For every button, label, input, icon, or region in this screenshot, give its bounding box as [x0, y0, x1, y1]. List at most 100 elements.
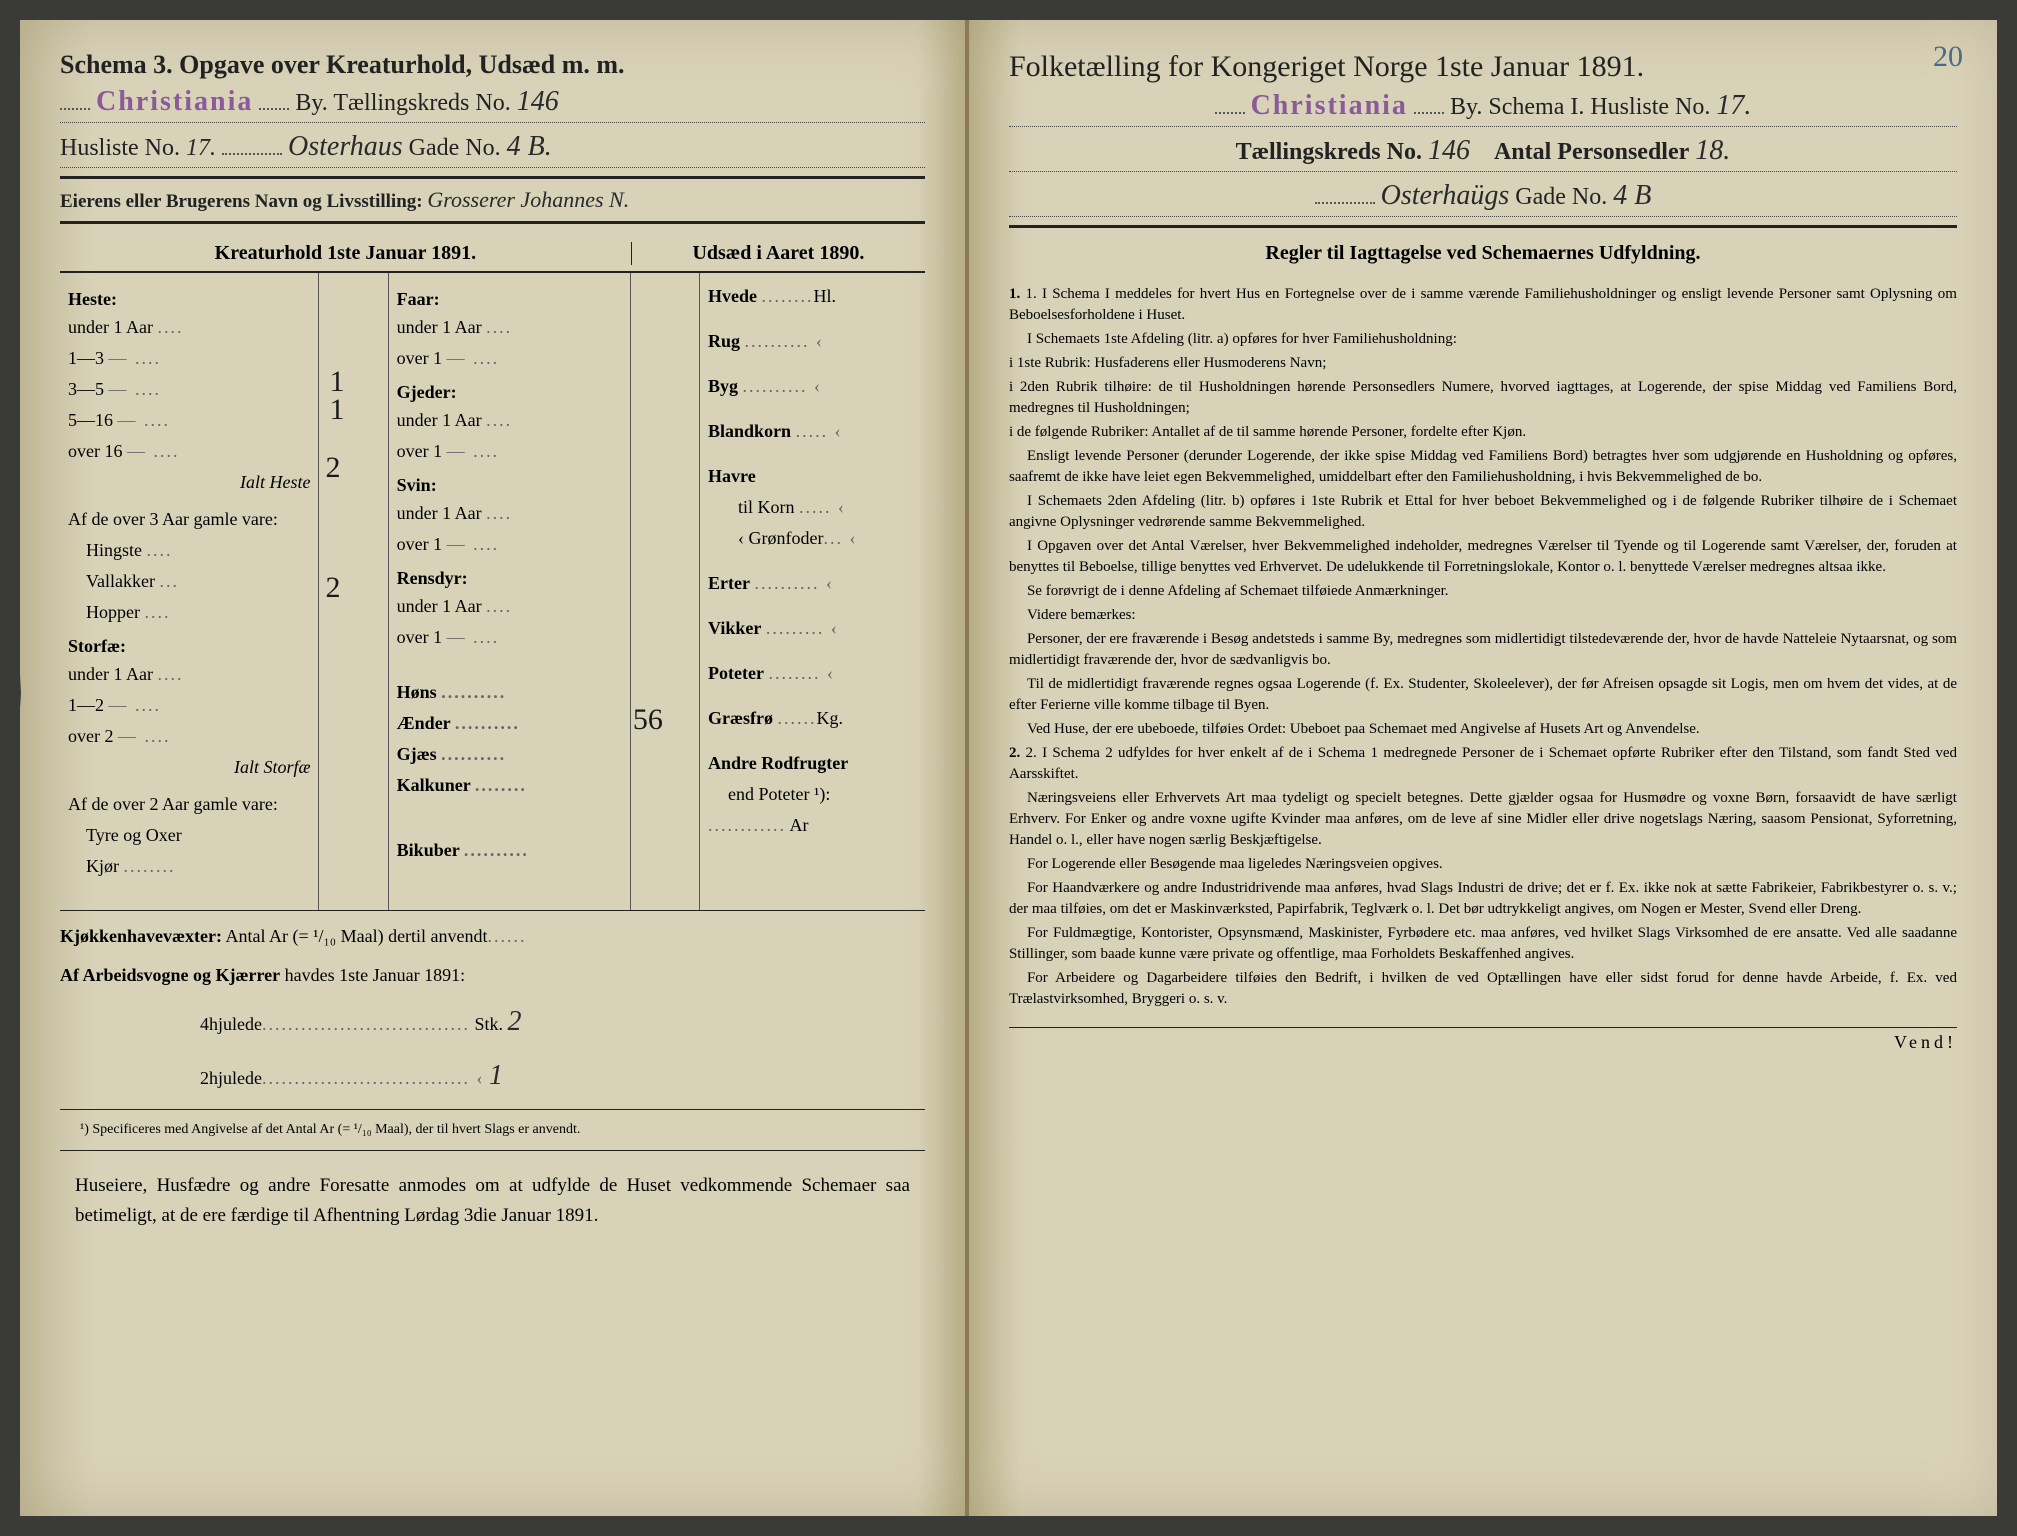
rule-para: 2. 2. I Schema 2 udfyldes for hver enkel…	[1009, 743, 1957, 785]
proclamation: Huseiere, Husfædre og andre Foresatte an…	[75, 1171, 910, 1232]
rule-para: i 2den Rubrik tilhøire: de til Husholdni…	[1009, 377, 1957, 419]
gade-label-r: Gade No.	[1515, 184, 1607, 210]
city-line: Christiania By. Tællingskreds No. 146	[60, 86, 925, 123]
col-other-animals: Faar: under 1 Aar .... over 1 — .... Gje…	[389, 273, 631, 910]
corner-number: 20	[1933, 40, 1963, 74]
rule-para: 1. 1. I Schema I meddeles for hvert Hus …	[1009, 284, 1957, 326]
rule-para: Næringsveiens eller Erhvervets Art maa t…	[1009, 788, 1957, 851]
storfae-row: under 1 Aar ....	[68, 661, 310, 688]
faar-title: Faar:	[397, 289, 622, 310]
livestock-table: Heste: under 1 Aar .... 1—3 — .... 3—5 —…	[60, 271, 925, 911]
census-title: Folketælling for Kongeriget Norge 1ste J…	[1009, 50, 1957, 84]
rule-para: Til de midlertidigt fraværende regnes og…	[1009, 674, 1957, 716]
storfae-row: 1—2 — ....	[68, 692, 310, 719]
heste-title: Heste:	[68, 289, 310, 310]
gjeder-title: Gjeder:	[397, 382, 622, 403]
rules-body: 1. 1. I Schema I meddeles for hvert Hus …	[1009, 281, 1957, 1013]
rule-para: I Schemaets 1ste Afdeling (litr. a) opfø…	[1009, 329, 1957, 350]
heste-row: under 1 Aar ....	[68, 314, 310, 341]
rule-para: For Haandværkere og andre Industridriven…	[1009, 878, 1957, 920]
torn-edge	[5, 20, 25, 1516]
kreds-no: 146	[517, 86, 559, 117]
vend: Vend!	[1009, 1027, 1957, 1053]
husliste-label: Husliste No.	[60, 135, 180, 161]
twowheel-line: 2hjulede................................…	[200, 1055, 925, 1097]
col-heste-values: 1 1 2 2	[319, 273, 388, 910]
owner-value: Grosserer Johannes N.	[427, 187, 629, 212]
rule-para: Videre bemærkes:	[1009, 605, 1957, 626]
ialt-storfae: Ialt Storfæ	[68, 754, 310, 781]
ialt-heste: Ialt Heste	[68, 469, 310, 496]
right-page: 20 Folketælling for Kongeriget Norge 1st…	[969, 20, 1997, 1516]
vallakker-row: Vallakker ...	[68, 568, 310, 595]
husliste-no-r: 17.	[1716, 90, 1751, 121]
footnote: ¹) Specificeres med Angivelse af det Ant…	[80, 1122, 905, 1138]
gjaes-row: Gjæs ..........	[397, 741, 622, 768]
col1-header: Kreaturhold 1ste Januar 1891.	[60, 242, 631, 265]
storfae-row: over 2 — ....	[68, 723, 310, 750]
tyre-row: Tyre og Oxer	[68, 822, 310, 849]
rule-para: i de følgende Rubriker: Antallet af de t…	[1009, 422, 1957, 443]
col-heste-storfae: Heste: under 1 Aar .... 1—3 — .... 3—5 —…	[60, 273, 319, 910]
bikuber-row: Bikuber ..........	[397, 837, 622, 864]
rule-para: Ved Huse, der ere ubeboede, tilføies Ord…	[1009, 719, 1957, 740]
antal-val: 18.	[1695, 135, 1730, 166]
rule-para: Se forøvrigt de i denne Afdeling af Sche…	[1009, 581, 1957, 602]
owner-line: Eierens eller Brugerens Navn og Livsstil…	[60, 187, 925, 213]
havre-row: Havre	[708, 463, 917, 490]
gade-no-r: 4 B	[1613, 180, 1651, 211]
over2-label: Af de over 2 Aar gamle vare:	[68, 791, 310, 818]
aender-row: Ænder ..........	[397, 710, 622, 737]
by-label-r: By. Schema I. Husliste No.	[1450, 94, 1710, 120]
col3-header: Udsæd i Aaret 1890.	[631, 242, 925, 265]
svin-title: Svin:	[397, 475, 622, 496]
twowheel-val: 1	[489, 1060, 503, 1091]
hingste-row: Hingste ....	[68, 537, 310, 564]
heste-row: 3—5 — ....	[68, 376, 310, 403]
over3-label: Af de over 3 Aar gamle vare:	[68, 506, 310, 533]
table-headers: Kreaturhold 1ste Januar 1891. Udsæd i Aa…	[60, 232, 925, 271]
kalkuner-row: Kalkuner ........	[397, 772, 622, 799]
rule-para: For Arbeidere og Dagarbeidere tilføies d…	[1009, 968, 1957, 1010]
kreds-label-r: Tællingskreds No.	[1236, 139, 1422, 165]
rules-title: Regler til Iagttagelse ved Schemaernes U…	[1009, 242, 1957, 265]
city-line-r: Christiania By. Schema I. Husliste No. 1…	[1009, 90, 1957, 127]
hons-row: Høns ..........	[397, 679, 622, 706]
husliste-line: Husliste No. 17. Osterhaus Gade No. 4 B.	[60, 131, 925, 168]
gade-label: Gade No.	[409, 135, 501, 161]
rule-para: Personer, der ere fraværende i Besøg and…	[1009, 629, 1957, 671]
by-label: By. Tællingskreds No.	[295, 90, 510, 116]
fourwheel-line: 4hjulede................................…	[200, 1001, 925, 1043]
gade-no: 4 B.	[507, 131, 552, 162]
city-stamp: Christiania	[96, 86, 253, 118]
rule-para: For Logerende eller Besøgende maa ligele…	[1009, 854, 1957, 875]
heste-row: over 16 — ....	[68, 438, 310, 465]
kreds-line-r: Tællingskreds No. 146 Antal Personsedler…	[1009, 135, 1957, 172]
andre-row: Andre Rodfrugter	[708, 750, 917, 777]
vallakker-val: 2	[325, 571, 340, 605]
hopper-row: Hopper ....	[68, 599, 310, 626]
arbeids-line: Af Arbeidsvogne og Kjærrer havdes 1ste J…	[60, 962, 925, 989]
rule-para: I Schemaets 2den Afdeling (litr. b) opfø…	[1009, 491, 1957, 533]
hons-val: 56	[633, 703, 663, 737]
col-seeds: Hvede ........Hl. Rug .......... ‹ Byg .…	[700, 273, 925, 910]
rule-para: I Opgaven over det Antal Værelser, hver …	[1009, 536, 1957, 578]
kreds-no-r: 146	[1428, 135, 1470, 166]
antal-label: Antal Personsedler	[1494, 139, 1689, 165]
gade-word: Osterhaus	[288, 131, 403, 162]
val-5-16: 1	[329, 393, 344, 427]
left-page: Schema 3. Opgave over Kreaturhold, Udsæd…	[20, 20, 969, 1516]
storfae-title: Storfæ:	[68, 636, 310, 657]
heste-row: 1—3 — ....	[68, 345, 310, 372]
heste-row: 5—16 — ....	[68, 407, 310, 434]
husliste-no: 17.	[186, 135, 216, 161]
schema-title: Schema 3. Opgave over Kreaturhold, Udsæd…	[60, 50, 925, 80]
rule-para: Ensligt levende Personer (derunder Loger…	[1009, 446, 1957, 488]
kjor-row: Kjør ........	[68, 853, 310, 880]
kjokken-line: Kjøkkenhavevæxter: Antal Ar (= ¹/₁₀ Maal…	[60, 923, 925, 950]
gade-line-r: Osterhaügs Gade No. 4 B	[1009, 180, 1957, 217]
document-spread: Schema 3. Opgave over Kreaturhold, Udsæd…	[20, 20, 1997, 1516]
fourwheel-val: 2	[508, 1006, 522, 1037]
rule-para: i 1ste Rubrik: Husfaderens eller Husmode…	[1009, 353, 1957, 374]
rensdyr-title: Rensdyr:	[397, 568, 622, 589]
